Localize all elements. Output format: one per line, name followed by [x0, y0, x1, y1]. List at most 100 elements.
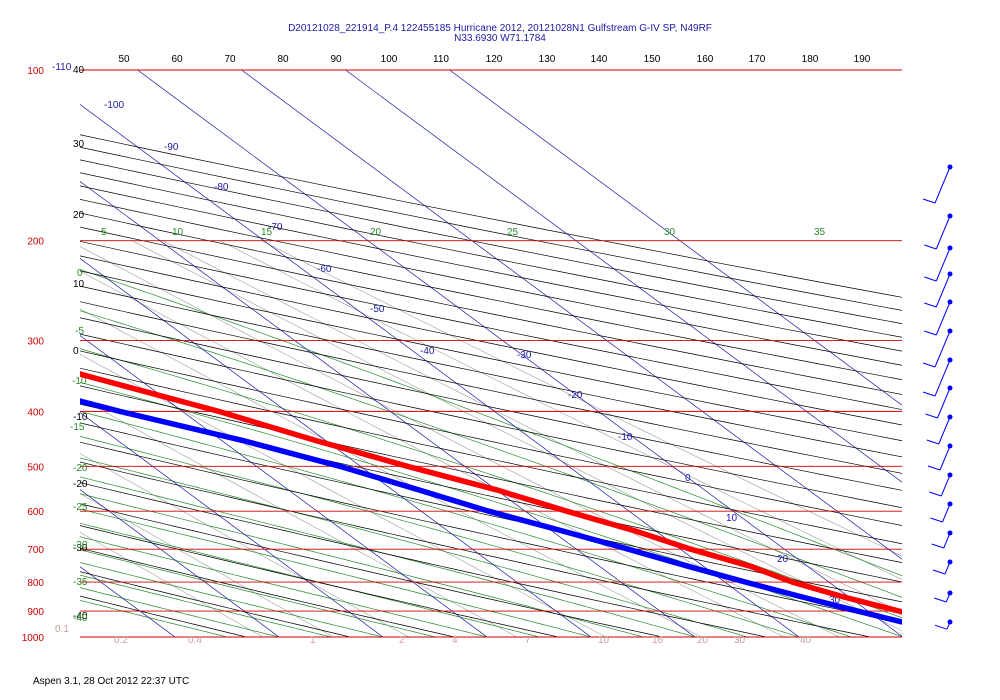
dry-adiabat-line: [80, 367, 902, 545]
wind-barb-dot: [947, 472, 953, 478]
moist-adiabat-label: -35: [73, 577, 88, 588]
isotherm-label: -70: [268, 222, 283, 233]
wind-barb-dot: [947, 590, 953, 596]
wind-barb-feather: [924, 330, 937, 336]
isotherm-label: -90: [164, 142, 179, 153]
mixing-ratio-line: [261, 240, 902, 557]
moist-adiabat-label: 30: [664, 227, 676, 238]
mixing-ratio-line: [80, 531, 264, 637]
top-axis-tick-label: 140: [591, 54, 608, 65]
dry-adiabat-line: [80, 134, 902, 298]
mixing-ratio-label: 1: [310, 635, 316, 646]
moist-adiabat-line: [80, 493, 645, 637]
pressure-tick-label: 100: [27, 66, 44, 77]
mixing-ratio-line: [80, 246, 840, 637]
dry-adiabat-line: [80, 146, 902, 311]
wind-barb-feather: [932, 569, 946, 575]
dewpoint-trace: [80, 398, 902, 625]
isotherm-label: 30: [829, 595, 841, 606]
wind-barb-staff: [943, 532, 951, 549]
wind-barb-staff: [940, 474, 951, 497]
pressure-tick-label: 500: [27, 462, 44, 473]
top-axis-tick-label: 100: [381, 54, 398, 65]
mixing-ratio-label: 40: [800, 635, 812, 646]
dry-adiabat-line: [80, 199, 902, 366]
dry-adiabat-line: [80, 240, 902, 410]
wind-barb-feather: [934, 597, 947, 603]
pressure-tick-label: 300: [27, 337, 44, 348]
wind-barb-feather: [924, 244, 937, 250]
isotherm-label: 20: [777, 554, 789, 565]
dry-adiabat-line: [80, 185, 902, 352]
dry-adiabat-line: [80, 503, 664, 637]
wind-barb-staff: [934, 359, 951, 397]
dry-adiabat-line: [80, 350, 902, 526]
isotherm-line: [448, 70, 902, 406]
moist-adiabat-line: [80, 269, 902, 577]
wind-barb-dot: [947, 385, 953, 391]
moist-adiabat-line: [80, 457, 749, 637]
top-axis-tick-label: 180: [802, 54, 819, 65]
dry-adiabat-label: -10: [73, 412, 88, 423]
top-axis-tick-label: 170: [749, 54, 766, 65]
wind-barb-feather: [927, 465, 941, 471]
wind-barb-dot: [947, 619, 953, 625]
dry-adiabat-line: [80, 226, 902, 395]
wind-barb-staff: [939, 445, 951, 471]
moist-adiabat-line: [80, 562, 385, 637]
mixing-ratio-line: [80, 353, 607, 637]
wind-barb-feather: [922, 391, 936, 397]
isotherm-label: -40: [420, 346, 435, 357]
dry-adiabat-line: [80, 285, 902, 458]
pressure-tick-label: 800: [27, 578, 44, 589]
mixing-ratio-label: 2: [399, 635, 405, 646]
wind-barb-feather: [934, 624, 948, 630]
mixing-ratio-line: [162, 240, 902, 613]
moist-adiabat-label: -40: [73, 613, 88, 624]
isotherm-line: [80, 489, 280, 637]
moist-adiabat-label: -15: [70, 422, 85, 433]
pressure-tick-label: 600: [27, 507, 44, 518]
wind-barb-dot: [947, 357, 953, 363]
isotherm-label: 10: [726, 513, 738, 524]
top-axis-tick-label: 70: [224, 54, 236, 65]
moist-adiabat-label: 20: [370, 227, 382, 238]
moist-adiabat-label: 35: [814, 227, 826, 238]
chart-title: D20121028_221914_P.4 122455185 Hurricane…: [288, 23, 712, 34]
moist-adiabat-line: [80, 549, 437, 637]
temperature-trace: [80, 371, 902, 615]
top-axis-tick-label: 80: [277, 54, 289, 65]
moist-adiabat-label: 10: [172, 227, 184, 238]
top-axis-tick-label: 150: [644, 54, 661, 65]
moist-adiabat-label: -20: [73, 463, 88, 474]
wind-barb-dot: [947, 299, 953, 305]
moist-adiabat-line: [80, 435, 801, 637]
wind-barb-staff: [938, 416, 951, 445]
moist-adiabat-line: [80, 574, 333, 637]
mixing-ratio-line: [80, 453, 410, 637]
wind-barb-feather: [922, 198, 936, 204]
wind-barb-dot: [947, 559, 953, 565]
mixing-ratio-label: 0.1: [55, 624, 69, 635]
pressure-tick-label: 1000: [22, 633, 45, 644]
isotherm-label: -10: [618, 432, 633, 443]
dry-adiabat-line: [80, 385, 902, 564]
mixing-ratio-label: 20: [697, 635, 709, 646]
moist-adiabat-label: 0: [77, 268, 83, 279]
wind-barb-staff: [942, 503, 951, 523]
moist-adiabat-label: -5: [75, 326, 84, 337]
moist-adiabat-line: [80, 348, 902, 619]
isotherm-label: -110: [52, 62, 72, 73]
dry-adiabat-line: [80, 441, 902, 623]
moist-adiabat-line: [80, 599, 229, 637]
mixing-ratio-label: 4: [452, 635, 458, 646]
isotherm-label: -60: [317, 264, 332, 275]
pressure-tick-label: 400: [27, 407, 44, 418]
wind-barb-staff: [935, 273, 951, 308]
moist-adiabat-line: [80, 411, 853, 637]
mixing-ratio-label: 30: [734, 635, 746, 646]
dry-adiabat-line: [80, 461, 872, 637]
isotherm-line: [240, 70, 902, 560]
dry-adiabat-line: [80, 525, 560, 637]
wind-barb-staff: [934, 166, 951, 204]
